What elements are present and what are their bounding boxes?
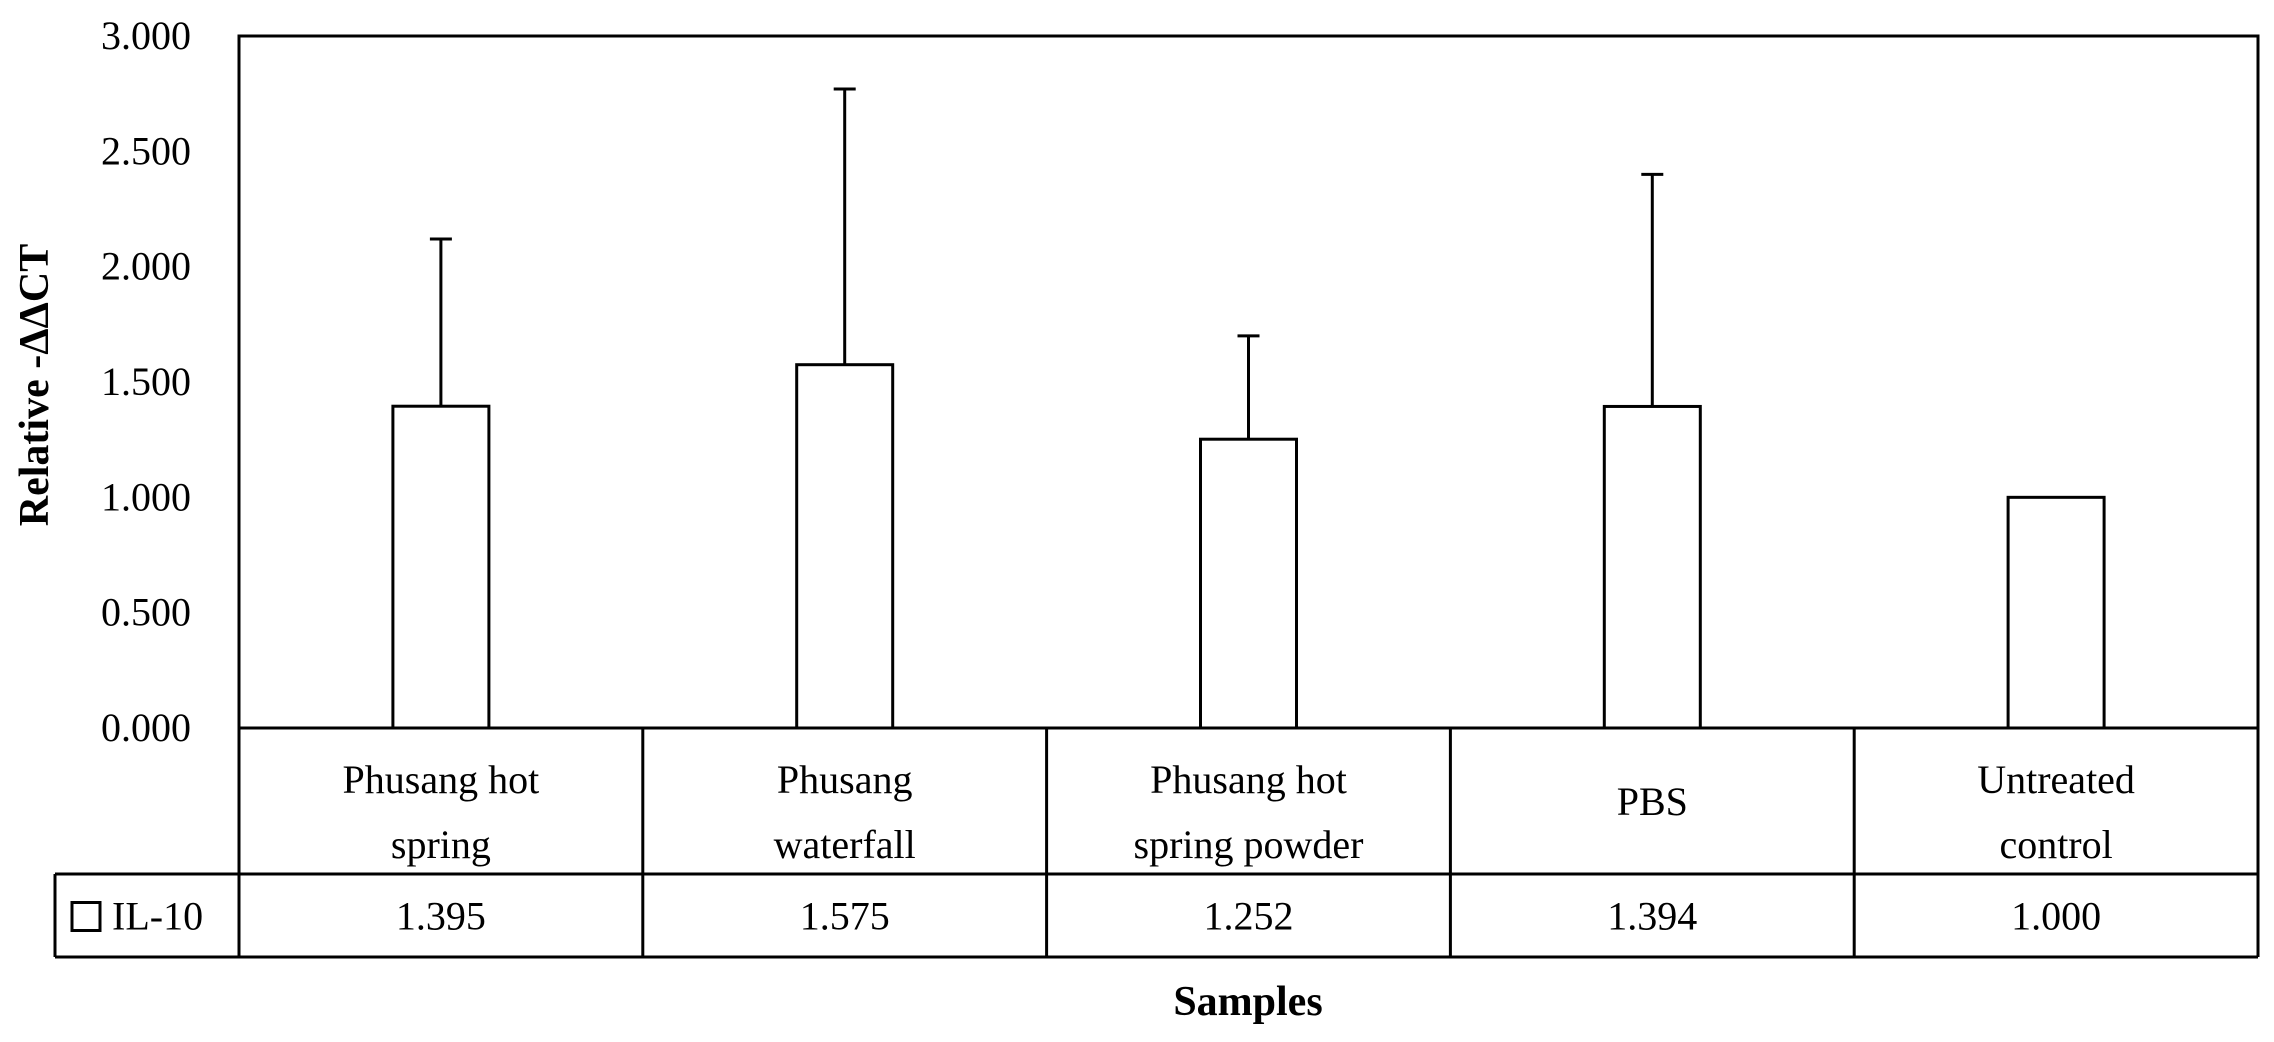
value-label: 1.575 [800,894,890,939]
chart-marks [53,34,2260,959]
value-label: 1.252 [1204,894,1294,939]
y-tick-label: 2.000 [101,244,191,289]
y-tick-label: 1.500 [101,359,191,404]
y-tick-label: 3.000 [101,13,191,58]
legend-label: IL-10 [112,894,203,939]
bar [2006,495,2106,730]
bar [1199,437,1298,730]
y-tick-label: 0.500 [101,590,191,635]
category-label: Phusang [777,757,913,802]
y-tick-label: 2.500 [101,128,191,173]
x-axis-title: Samples [1173,979,1322,1025]
category-label: spring powder [1134,822,1364,867]
bar [1602,404,1702,730]
category-label: spring [391,822,491,867]
y-axis-title: Relative -ΔΔCT [12,244,58,526]
category-label: PBS [1617,779,1688,824]
value-label: 1.000 [2011,894,2101,939]
legend-swatch [70,901,102,932]
category-label: waterfall [774,822,916,867]
category-label: Phusang hot [1150,757,1347,802]
y-tick-label: 1.000 [101,474,191,519]
category-label: Phusang hot [343,757,540,802]
value-label: 1.395 [396,894,486,939]
category-label: control [1999,822,2112,867]
bar [391,404,491,730]
category-label: Untreated [1977,757,2135,802]
bar [795,363,895,730]
y-tick-label: 0.000 [101,705,191,750]
value-label: 1.394 [1607,894,1697,939]
chart-text: Relative -ΔΔCT Samples 0.000 0.500 1.000 1.… [12,13,2135,1025]
